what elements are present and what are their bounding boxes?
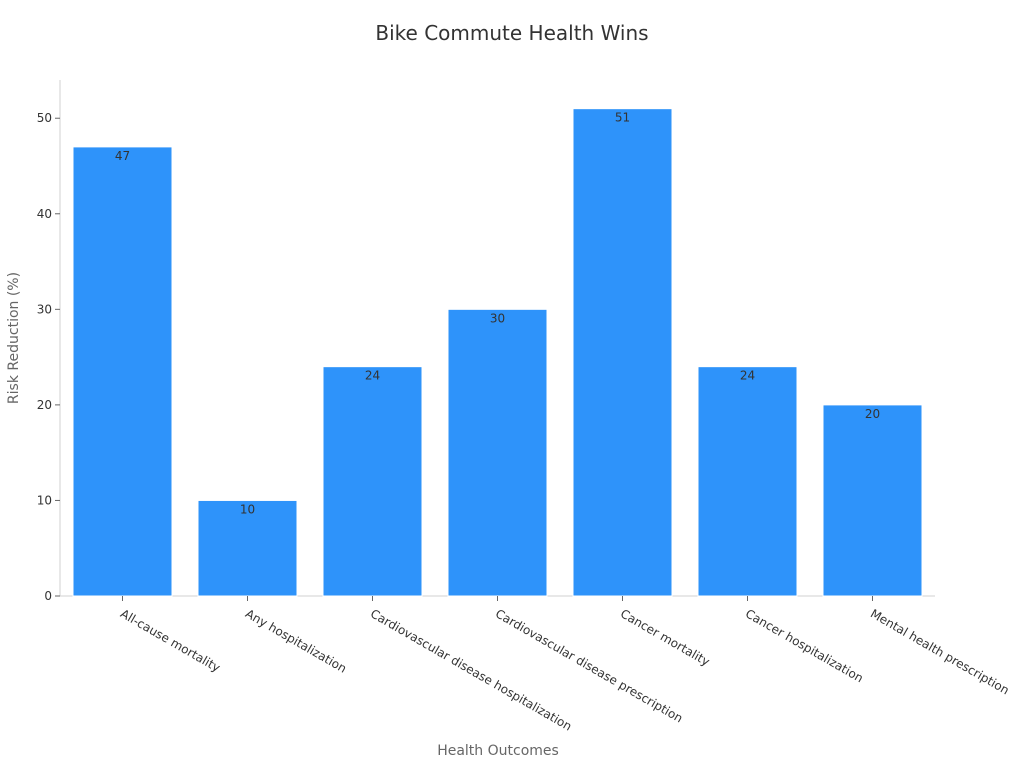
y-tick-labels: 0 10 20 30 40 50 <box>37 111 60 603</box>
bar[interactable] <box>72 146 173 597</box>
y-tick-label: 50 <box>37 111 52 125</box>
bar[interactable] <box>697 366 798 597</box>
bar[interactable] <box>197 499 298 597</box>
bar[interactable] <box>822 404 923 597</box>
x-axis-label: Health Outcomes <box>437 743 559 759</box>
data-label: 24 <box>740 369 755 383</box>
bar[interactable] <box>447 308 548 597</box>
y-tick-label: 10 <box>37 493 52 507</box>
y-axis-label: Risk Reduction (%) <box>6 272 22 404</box>
x-tick-label: Cancer mortality <box>618 606 712 668</box>
data-label: 24 <box>365 369 380 383</box>
y-tick-label: 30 <box>37 302 52 316</box>
data-label: 10 <box>240 502 255 516</box>
x-tick-label: Any hospitalization <box>243 606 349 675</box>
bar[interactable] <box>322 366 423 597</box>
chart-title: Bike Commute Health Wins <box>375 21 648 45</box>
data-label: 51 <box>615 111 630 125</box>
x-tick-label: Cardiovascular disease hospitalization <box>368 606 574 733</box>
bar[interactable] <box>572 108 673 597</box>
y-tick-label: 0 <box>44 589 52 603</box>
data-label: 47 <box>115 149 130 163</box>
x-tick-label: Cancer hospitalization <box>743 606 866 685</box>
x-tick-label: Mental health prescription <box>868 606 1012 697</box>
x-tick-labels: All-cause mortality Any hospitalization Ca… <box>118 596 1012 734</box>
y-tick-label: 40 <box>37 207 52 221</box>
bars: 47 10 24 30 51 24 20 <box>72 108 923 597</box>
x-tick-label: All-cause mortality <box>118 606 223 674</box>
data-label: 20 <box>865 407 880 421</box>
y-tick-label: 20 <box>37 398 52 412</box>
data-label: 30 <box>490 311 505 325</box>
